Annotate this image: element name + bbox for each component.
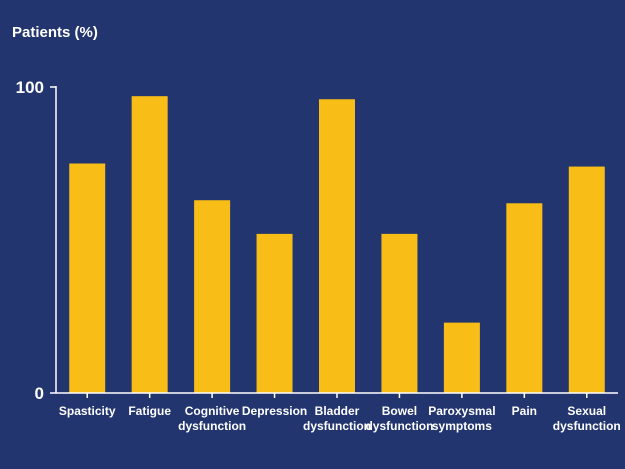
y-axis-ticks: 0 100: [16, 78, 56, 403]
x-tick-label-line: dysfunction: [303, 419, 371, 433]
y-tick-label: 100: [16, 78, 44, 97]
x-tick-label: Cognitive dysfunction: [178, 404, 246, 433]
x-tick-label-line: dysfunction: [553, 419, 621, 433]
x-tick-label-line: Bladder: [315, 404, 360, 418]
x-tick-label: Depression: [242, 404, 307, 418]
y-tick-label: 0: [35, 384, 44, 403]
x-tick-label: Spasticity: [59, 404, 116, 418]
x-tick-label: Bowel dysfunction: [365, 404, 433, 433]
x-tick-label-line: Fatigue: [128, 404, 171, 418]
x-tick-label-line: dysfunction: [365, 419, 433, 433]
x-tick-label-line: Spasticity: [59, 404, 116, 418]
x-tick-label: Pain: [512, 404, 537, 418]
y-axis-label: Patients (%): [12, 24, 98, 41]
bar: [568, 166, 605, 393]
bar: [194, 200, 231, 393]
x-tick-label-line: symptoms: [432, 419, 492, 433]
bar: [256, 233, 293, 393]
x-tick-label-line: Bowel: [382, 404, 417, 418]
bar: [319, 99, 355, 394]
bar: [506, 203, 543, 393]
bar: [131, 96, 168, 394]
bar: [443, 322, 480, 393]
x-tick-label-line: Paroxysmal: [428, 404, 495, 418]
x-tick-label: Bladder dysfunction: [303, 404, 371, 433]
bar: [381, 233, 418, 393]
x-tick-label-line: Cognitive: [185, 404, 240, 418]
x-tick-label-line: Sexual: [567, 404, 606, 418]
x-tick-label-line: dysfunction: [178, 419, 246, 433]
x-tick-label-line: Depression: [242, 404, 307, 418]
bar: [69, 163, 106, 393]
bars: [69, 96, 605, 394]
x-tick-label: Paroxysmal symptoms: [428, 404, 495, 433]
x-axis-tick-labels: Spasticity Fatigue Cognitive dysfunctionDep…: [59, 393, 621, 433]
x-tick-label: Fatigue: [128, 404, 171, 418]
x-tick-label: Sexual dysfunction: [553, 404, 621, 433]
x-tick-label-line: Pain: [512, 404, 537, 418]
